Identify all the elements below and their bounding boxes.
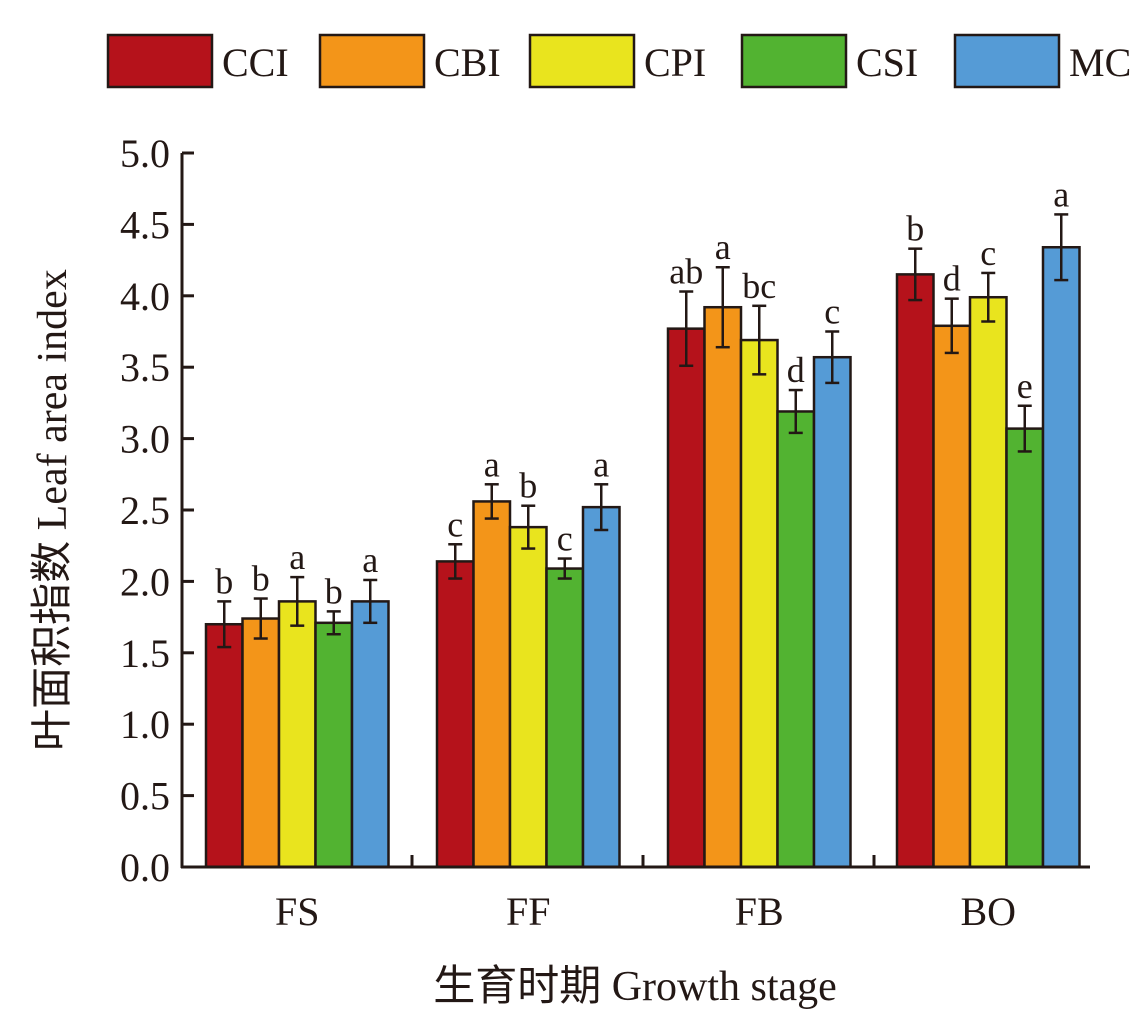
y-tick-label: 1.0: [120, 702, 170, 747]
significance-label: b: [906, 209, 924, 249]
significance-label: a: [362, 540, 378, 580]
bar-cbi-fs: [241, 617, 281, 869]
y-tick-label: 0.5: [120, 774, 170, 819]
bar-cci-fb: [666, 327, 706, 869]
x-tick-label: FS: [275, 889, 320, 934]
y-tick-label: 0.0: [120, 845, 170, 890]
bar-cpi-fs: [277, 600, 317, 869]
significance-label: a: [715, 227, 731, 267]
bar-mc-bo: [1041, 245, 1081, 869]
x-tick-label: FB: [735, 889, 784, 934]
bar-cbi-bo: [932, 324, 972, 869]
error-bars-layer: [217, 213, 1069, 649]
bar-csi-bo: [1005, 427, 1045, 869]
significance-label: a: [1053, 174, 1069, 214]
legend-swatch-cci: [106, 33, 214, 89]
significance-label: c: [980, 233, 996, 273]
y-axis-title: 叶面积指数 Leaf area index: [30, 269, 76, 751]
significance-label: bc: [742, 266, 776, 306]
legend-label-cbi: CBI: [434, 40, 501, 85]
significance-label: c: [557, 519, 573, 559]
y-tick-label: 2.0: [120, 559, 170, 604]
significance-label: a: [593, 444, 609, 484]
bar-csi-fb: [776, 410, 816, 869]
significance-label: b: [519, 466, 537, 506]
significance-label: ab: [669, 252, 703, 292]
bar-cci-fs: [204, 622, 244, 869]
y-tick-label: 3.5: [120, 345, 170, 390]
significance-label: c: [824, 292, 840, 332]
significance-label: b: [252, 559, 270, 599]
legend: CCI CBI CPI CSI MC: [106, 33, 1131, 89]
bar-mc-fs: [350, 600, 390, 869]
bar-mc-ff: [581, 505, 621, 869]
legend-swatch-cpi: [528, 33, 636, 89]
significance-label: b: [325, 571, 343, 611]
bar-cbi-fb: [703, 305, 743, 869]
bar-mc-fb: [812, 355, 852, 869]
y-tick-label: 4.0: [120, 274, 170, 319]
legend-label-cpi: CPI: [644, 40, 706, 85]
bar-cci-ff: [435, 560, 475, 869]
significance-label: a: [484, 444, 500, 484]
y-tick-label: 5.0: [120, 131, 170, 176]
y-tick-label: 4.5: [120, 202, 170, 247]
x-tick-label: BO: [960, 889, 1016, 934]
x-axis-title: 生育时期 Growth stage: [433, 963, 837, 1010]
significance-label: b: [215, 561, 233, 601]
bar-csi-ff: [545, 567, 585, 869]
bar-cpi-bo: [968, 295, 1008, 869]
legend-label-csi: CSI: [856, 40, 918, 85]
bars-layer: [204, 245, 1081, 869]
bar-cpi-fb: [739, 338, 779, 869]
significance-label: a: [289, 537, 305, 577]
y-tick-label: 1.5: [120, 631, 170, 676]
bar-cci-bo: [895, 273, 935, 869]
significance-label: d: [787, 350, 805, 390]
significance-label: d: [943, 259, 961, 299]
legend-label-cci: CCI: [222, 40, 289, 85]
x-ticks: FS FF FB BO: [275, 855, 1016, 934]
significance-label: c: [447, 504, 463, 544]
legend-swatch-cbi: [318, 33, 426, 89]
bar-cpi-ff: [508, 525, 548, 869]
y-ticks: 0.0 0.5 1.0 1.5 2.0 2.5 3.0 3.5 4.0 4.5 5.0: [120, 131, 194, 890]
y-tick-label: 3.0: [120, 417, 170, 462]
legend-swatch-csi: [740, 33, 848, 89]
x-tick-label: FF: [506, 889, 551, 934]
legend-swatch-mc: [953, 33, 1061, 89]
y-tick-label: 2.5: [120, 488, 170, 533]
significance-label: e: [1017, 366, 1033, 406]
bar-csi-fs: [314, 621, 354, 869]
bar-cbi-ff: [472, 500, 512, 869]
legend-label-mc: MC: [1069, 40, 1131, 85]
